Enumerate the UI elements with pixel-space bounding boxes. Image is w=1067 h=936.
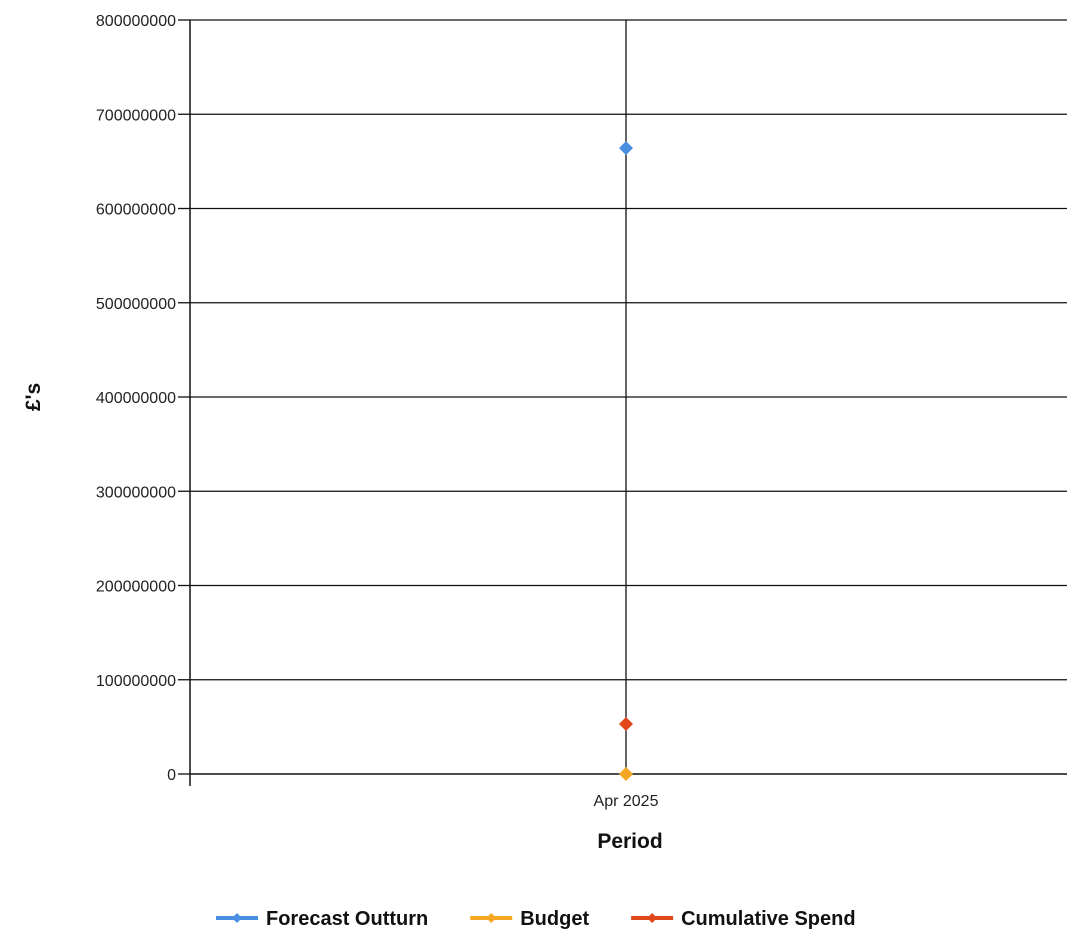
y-tick-label: 600000000: [96, 202, 176, 219]
x-tick-label: Apr 2025: [594, 793, 659, 810]
legend-item-cumulative-spend: Cumulative Spend: [631, 908, 856, 930]
y-tick-label: 400000000: [96, 390, 176, 407]
legend-item-forecast-outturn: Forecast Outturn: [216, 908, 428, 930]
y-tick-label: 700000000: [96, 107, 176, 124]
legend-label: Cumulative Spend: [681, 908, 855, 930]
legend-label: Forecast Outturn: [266, 908, 428, 930]
y-tick-label: 300000000: [96, 484, 176, 501]
point-forecast-outturn: [619, 141, 633, 156]
legend-swatch-marker: [486, 913, 497, 923]
y-tick-label: 500000000: [96, 296, 176, 313]
legend: Forecast Outturn Budget Cumulative Spend: [216, 908, 856, 930]
data-points: [619, 141, 633, 781]
x-axis-title: Period: [597, 830, 662, 853]
y-tick-label: 200000000: [96, 579, 176, 596]
y-axis-ticks: 0 100000000 200000000 300000000 400000000 500…: [96, 13, 190, 784]
point-budget: [619, 767, 633, 781]
y-tick-label: 0: [167, 767, 176, 784]
y-axis-title: £'s: [22, 383, 45, 411]
y-tick-label: 100000000: [96, 673, 176, 690]
legend-label: Budget: [520, 908, 589, 930]
legend-item-budget: Budget: [470, 908, 589, 930]
x-axis-ticks: Apr 2025: [594, 793, 659, 810]
y-tick-label: 800000000: [96, 13, 176, 30]
legend-swatch-marker: [232, 913, 242, 923]
legend-swatch-marker: [647, 913, 658, 923]
point-cumulative-spend: [619, 717, 633, 732]
grid-lines: [190, 19, 1067, 774]
